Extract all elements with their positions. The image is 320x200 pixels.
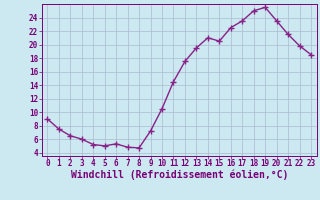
X-axis label: Windchill (Refroidissement éolien,°C): Windchill (Refroidissement éolien,°C) [70,170,288,180]
